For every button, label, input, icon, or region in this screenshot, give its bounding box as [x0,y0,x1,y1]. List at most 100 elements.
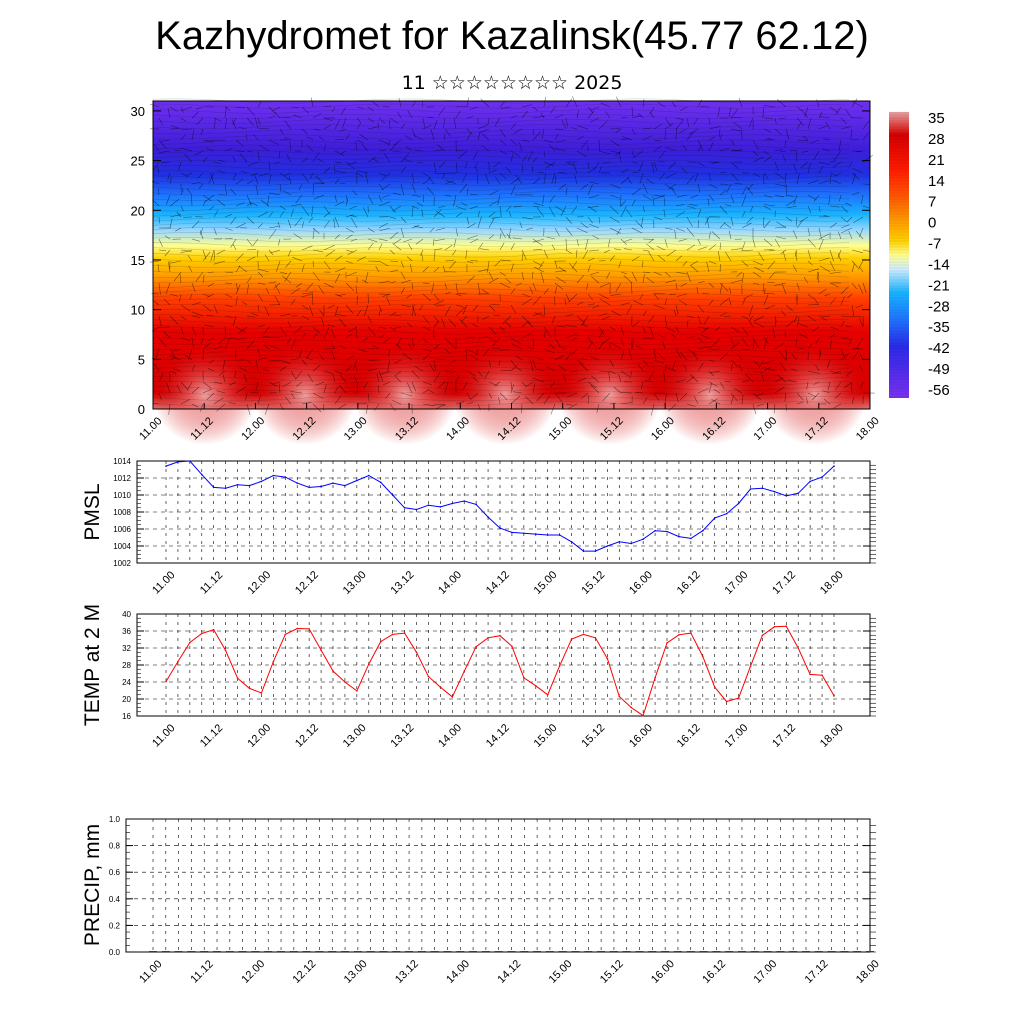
precip-bar [699,951,708,952]
precip-bar [802,951,810,952]
wind-vector [488,337,497,342]
y-tick-label: 0.2 [109,921,121,930]
wind-vector [317,158,325,163]
wind-vector [631,320,640,328]
wind-vector [587,395,590,405]
wind-vector [272,381,281,385]
wind-vector [208,359,215,364]
wind-vector [200,230,204,240]
wind-vector [776,221,787,229]
wind-vector [278,383,281,394]
wind-vector [466,216,470,225]
wind-vector [318,285,325,295]
wind-vector [433,209,442,218]
wind-vector [279,359,290,364]
wind-vector [456,292,468,295]
wind-vector [338,403,347,410]
wind-vector [690,374,699,383]
x-tick-label: 14.00 [436,722,464,750]
wind-vector [620,206,627,218]
wind-vector [862,120,870,130]
wind-vector [598,216,600,224]
wind-vector [620,117,628,119]
wind-vector [657,102,666,108]
wind-vector [345,214,354,218]
wind-vector [862,282,867,294]
contour-line [152,308,850,315]
wind-vector [422,337,428,344]
wind-vector [724,223,732,229]
wind-vector [268,161,271,172]
wind-vector [191,111,199,119]
wind-vector [294,216,303,227]
wind-vector [510,154,514,163]
wind-vector [823,214,831,218]
wind-vector [774,117,777,124]
wind-vector [750,205,754,213]
wind-vector [837,249,842,259]
wind-vector [609,227,621,234]
wind-vector [713,388,721,394]
wind-vector [278,150,281,159]
wind-vector [400,123,406,130]
pmsl-point [308,486,310,489]
wind-vector [290,391,303,394]
wind-vector [807,260,813,266]
wind-vector [166,382,171,394]
wind-vector [664,227,673,230]
wind-vector [774,386,785,394]
y-tick-label: 20 [122,695,131,704]
wind-vector [222,374,226,383]
wind-vector [774,315,777,323]
wind-vector [331,328,336,339]
colorbar-label: -35 [928,319,950,336]
temp-point [451,696,454,698]
wind-vector [590,384,600,394]
wind-vector [400,216,407,224]
wind-vector [281,275,292,284]
precip-bar [225,951,234,952]
wind-vector [598,313,608,317]
wind-vector [701,334,710,339]
wind-vector [319,309,325,317]
wind-vector [433,343,440,350]
wind-vector [321,316,325,328]
precip-bar [571,951,580,952]
wind-vector [834,172,842,177]
wind-vector [361,143,369,152]
wind-vector [741,249,754,252]
wind-vector [387,348,391,357]
wind-vector [411,194,421,197]
wind-vector [532,383,536,394]
wind-vector [680,106,688,111]
pmsl-point [785,495,788,497]
x-tick-label: 18.00 [854,958,882,986]
wind-vector [807,315,816,322]
wind-vector [847,293,853,299]
wind-vector [331,106,336,113]
contour-line [152,283,850,289]
wind-vector [389,120,391,130]
x-tick-label: 17.00 [751,958,779,986]
wind-vector [263,344,270,350]
wind-vector [686,227,695,237]
wind-vector [414,225,424,229]
y-tick-label: 1010 [113,491,131,500]
wind-vector [499,128,506,138]
wind-vector [169,356,178,361]
wind-vector [491,347,501,350]
wind-vector [686,117,690,128]
wind-vector [848,230,853,240]
wind-vector [513,128,523,134]
wind-vector [340,106,347,115]
pmsl-point [678,535,680,538]
wind-vector [180,249,192,252]
x-tick-label: 17.12 [770,569,798,597]
wind-vector [526,381,534,387]
wind-vector [652,195,655,207]
wind-vector [158,238,163,248]
temp-point [368,663,370,665]
wind-vector [519,142,523,152]
wind-vector [216,403,226,412]
